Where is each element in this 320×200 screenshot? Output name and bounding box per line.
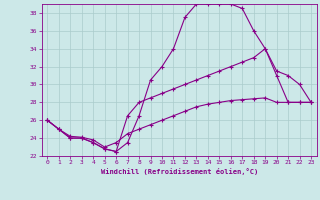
X-axis label: Windchill (Refroidissement éolien,°C): Windchill (Refroidissement éolien,°C) [100, 168, 258, 175]
